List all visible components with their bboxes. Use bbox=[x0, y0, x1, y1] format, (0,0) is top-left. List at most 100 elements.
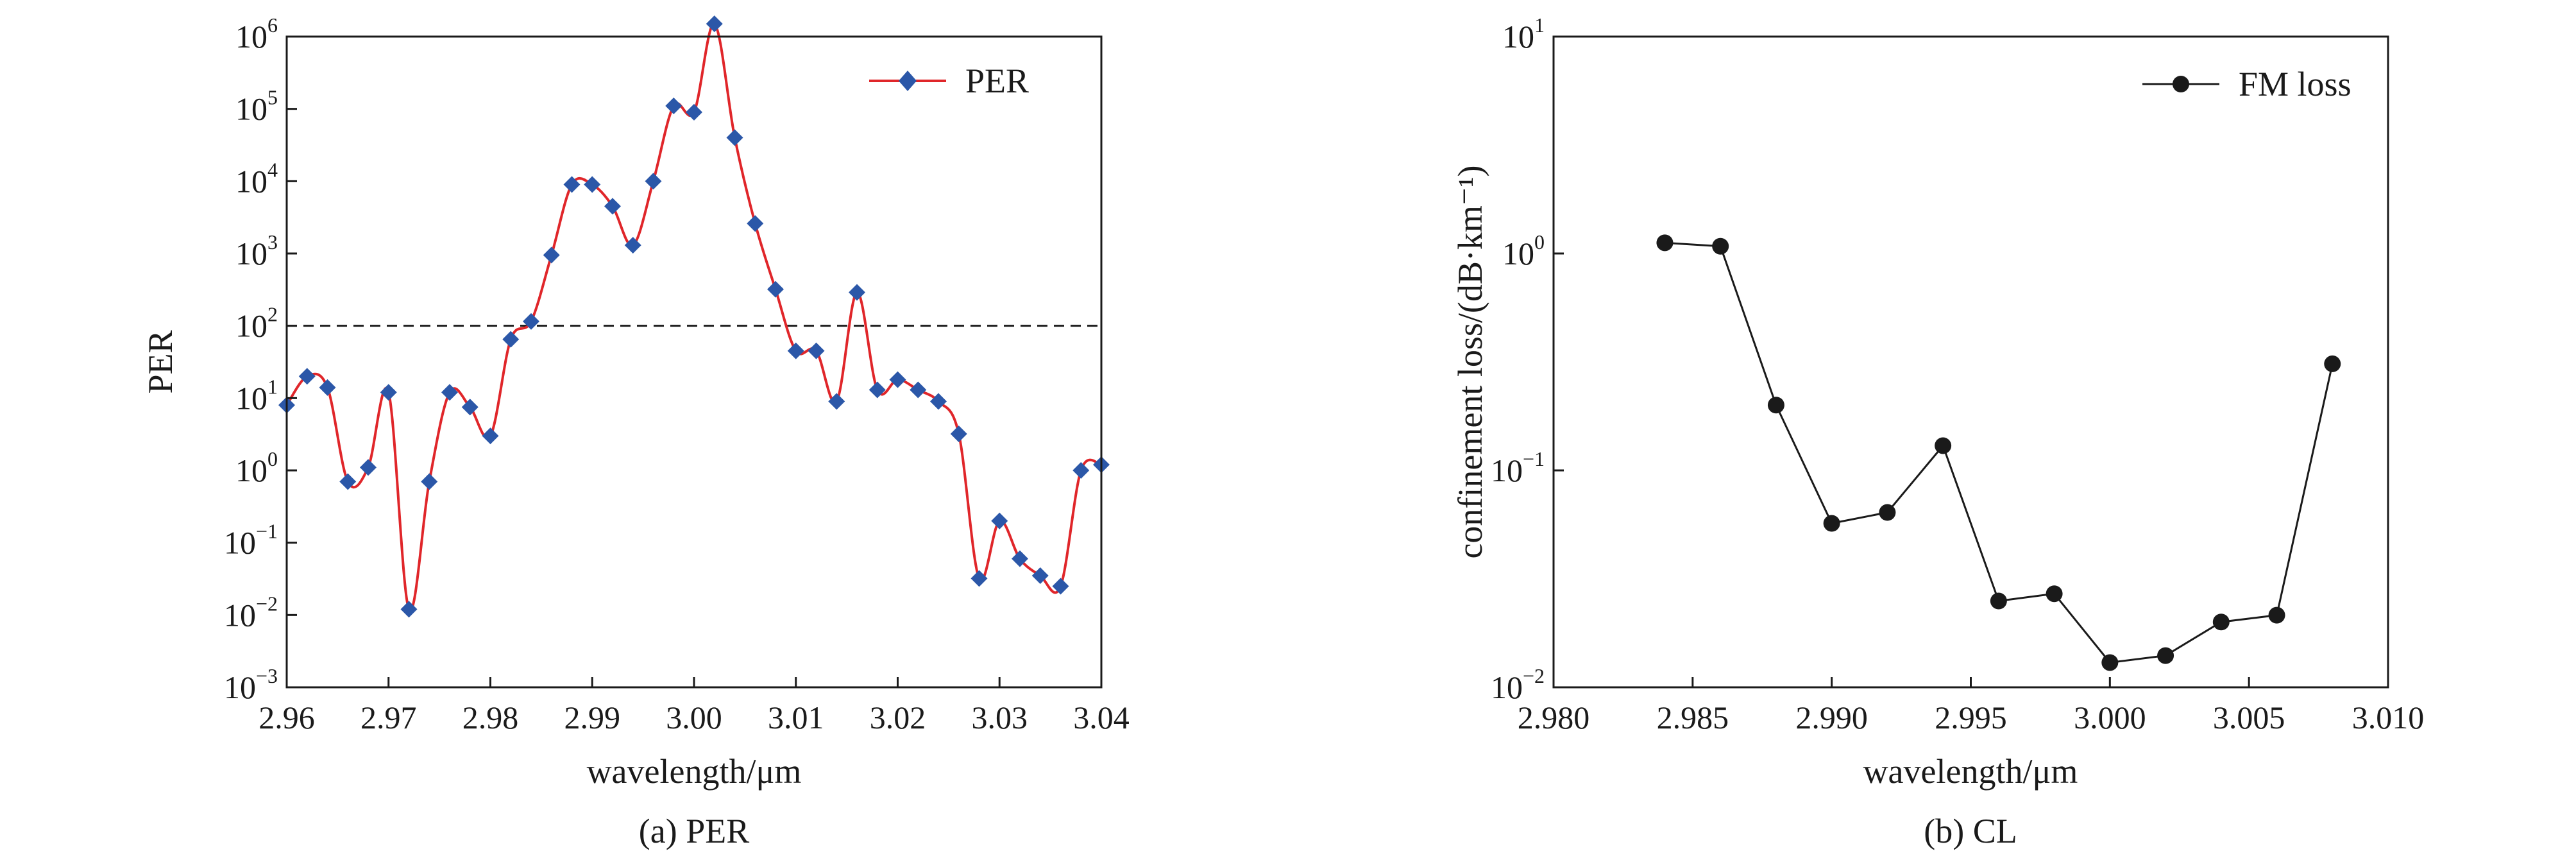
y-tick-exponent: −1 bbox=[1523, 447, 1545, 470]
x-tick-label: 3.02 bbox=[870, 699, 926, 735]
chart-panel-a: 2.96 2.97 2.98 2.99 3.00 3.01 3.02 3.03 3.04 10−… bbox=[141, 13, 1130, 850]
data-point bbox=[1052, 578, 1069, 595]
chart-b-x-ticks: 2.980 2.985 2.990 2.995 3.000 3.005 3.010 bbox=[1518, 677, 2424, 735]
y-tick-base: 10 bbox=[235, 236, 267, 271]
data-point bbox=[1712, 237, 1729, 255]
chart-a-plot-frame bbox=[285, 35, 1103, 689]
chart-a-y-axis-label: PER bbox=[141, 330, 180, 393]
data-point bbox=[1879, 504, 1896, 521]
data-point bbox=[767, 280, 784, 298]
data-point bbox=[380, 384, 397, 401]
x-tick-label: 3.00 bbox=[666, 699, 722, 735]
data-point bbox=[563, 176, 580, 193]
legend-b-label: FM loss bbox=[2239, 65, 2351, 103]
data-point bbox=[441, 384, 458, 401]
y-tick-label: 106 bbox=[235, 13, 278, 55]
data-point bbox=[930, 393, 947, 410]
data-point bbox=[991, 512, 1008, 529]
data-point bbox=[787, 342, 804, 359]
data-point bbox=[1990, 592, 2007, 610]
y-tick-exponent: 1 bbox=[267, 375, 278, 398]
y-tick-exponent: −3 bbox=[256, 664, 278, 687]
x-tick-label: 2.995 bbox=[1935, 699, 2007, 735]
y-tick-label: 10−1 bbox=[224, 520, 278, 561]
x-tick-label: 2.98 bbox=[462, 699, 519, 735]
chart-a-x-ticks: 2.96 2.97 2.98 2.99 3.00 3.01 3.02 3.03 3.04 bbox=[258, 677, 1130, 735]
data-point bbox=[2212, 613, 2230, 631]
y-tick-exponent: 6 bbox=[267, 13, 278, 37]
data-point bbox=[950, 425, 967, 443]
x-tick-label: 3.03 bbox=[972, 699, 1028, 735]
data-point bbox=[1823, 515, 1840, 532]
y-tick-base: 10 bbox=[235, 308, 267, 344]
x-tick-label: 3.005 bbox=[2213, 699, 2285, 735]
data-point bbox=[2324, 355, 2341, 372]
data-point bbox=[461, 399, 479, 416]
data-point bbox=[543, 246, 560, 264]
y-tick-base: 10 bbox=[224, 669, 256, 705]
data-point bbox=[319, 379, 336, 396]
data-point bbox=[360, 459, 377, 476]
y-tick-base: 10 bbox=[1491, 669, 1523, 705]
data-point bbox=[2046, 585, 2063, 603]
data-point bbox=[502, 330, 520, 348]
x-tick-label: 3.04 bbox=[1073, 699, 1130, 735]
y-tick-base: 10 bbox=[235, 163, 267, 199]
data-point bbox=[828, 393, 845, 410]
y-tick-base: 10 bbox=[235, 452, 267, 488]
y-tick-base: 10 bbox=[1502, 236, 1534, 271]
data-point bbox=[910, 381, 927, 399]
y-tick-label: 104 bbox=[235, 158, 278, 199]
y-tick-label: 10−2 bbox=[1491, 664, 1545, 705]
y-tick-exponent: −2 bbox=[256, 592, 278, 615]
chart-a-legend: PER bbox=[869, 62, 1029, 100]
data-point bbox=[849, 284, 865, 301]
chart-a-marks bbox=[278, 15, 1110, 618]
data-point bbox=[604, 198, 621, 215]
data-point bbox=[298, 368, 316, 385]
x-tick-label: 3.01 bbox=[768, 699, 824, 735]
data-point bbox=[2268, 606, 2285, 624]
y-tick-base: 10 bbox=[224, 597, 256, 633]
y-tick-base: 10 bbox=[235, 91, 267, 127]
data-point bbox=[970, 570, 988, 587]
chart-b-x-axis-label: wavelength/μm bbox=[1863, 752, 2078, 791]
y-tick-label: 10−1 bbox=[1491, 447, 1545, 488]
data-point bbox=[869, 381, 886, 399]
x-tick-label: 2.985 bbox=[1657, 699, 1729, 735]
chart-b-legend: FM loss bbox=[2142, 65, 2351, 103]
data-point bbox=[686, 103, 702, 121]
data-point bbox=[624, 237, 641, 254]
data-point bbox=[1012, 550, 1028, 567]
data-point bbox=[400, 601, 418, 618]
y-tick-label: 103 bbox=[235, 230, 278, 271]
y-tick-exponent: −1 bbox=[256, 520, 278, 543]
y-tick-exponent: 2 bbox=[267, 303, 278, 326]
y-tick-exponent: 4 bbox=[267, 158, 278, 181]
x-tick-label: 2.980 bbox=[1518, 699, 1590, 735]
chart-b-caption: (b) CL bbox=[1924, 812, 2017, 850]
y-tick-label: 102 bbox=[235, 303, 278, 344]
data-point bbox=[1031, 567, 1049, 585]
y-tick-base: 10 bbox=[235, 19, 267, 55]
y-tick-label: 10−2 bbox=[224, 592, 278, 633]
x-tick-label: 2.990 bbox=[1795, 699, 1868, 735]
y-tick-label: 101 bbox=[1502, 13, 1545, 55]
data-point bbox=[1767, 397, 1784, 414]
y-tick-base: 10 bbox=[235, 380, 267, 416]
data-point bbox=[421, 473, 438, 490]
x-tick-label: 2.99 bbox=[564, 699, 621, 735]
y-tick-exponent: 5 bbox=[267, 86, 278, 109]
y-tick-label: 105 bbox=[235, 86, 278, 127]
data-point bbox=[482, 427, 499, 445]
x-tick-label: 3.000 bbox=[2074, 699, 2146, 735]
y-tick-label: 100 bbox=[235, 447, 278, 488]
data-point bbox=[665, 98, 682, 115]
chart-b-plot-frame bbox=[1552, 35, 2389, 689]
data-point bbox=[1072, 462, 1090, 479]
data-point bbox=[339, 473, 357, 490]
y-tick-exponent: 1 bbox=[1534, 13, 1545, 37]
chart-b-marks bbox=[1656, 234, 2341, 671]
